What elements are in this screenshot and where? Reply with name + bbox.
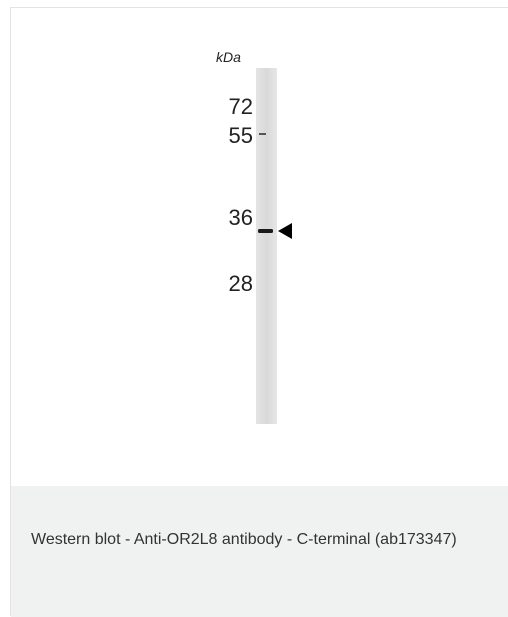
unit-label: kDa — [216, 49, 241, 65]
band-arrow — [278, 223, 292, 239]
marker-label: 36 — [229, 205, 253, 230]
caption: Western blot - Anti-OR2L8 antibody - C-t… — [11, 486, 508, 617]
band — [258, 229, 273, 233]
blot: kDa 72 55 36 28 — [11, 8, 508, 486]
marker-label: 72 — [229, 94, 253, 119]
marker-label: 55 — [229, 123, 253, 148]
marker-tick — [259, 133, 266, 135]
figure-card: kDa 72 55 36 28 Western blot - Anti-OR2L… — [10, 7, 508, 616]
marker-label: 28 — [229, 271, 253, 296]
figure-image: kDa 72 55 36 28 — [11, 8, 508, 486]
lane — [256, 68, 277, 424]
